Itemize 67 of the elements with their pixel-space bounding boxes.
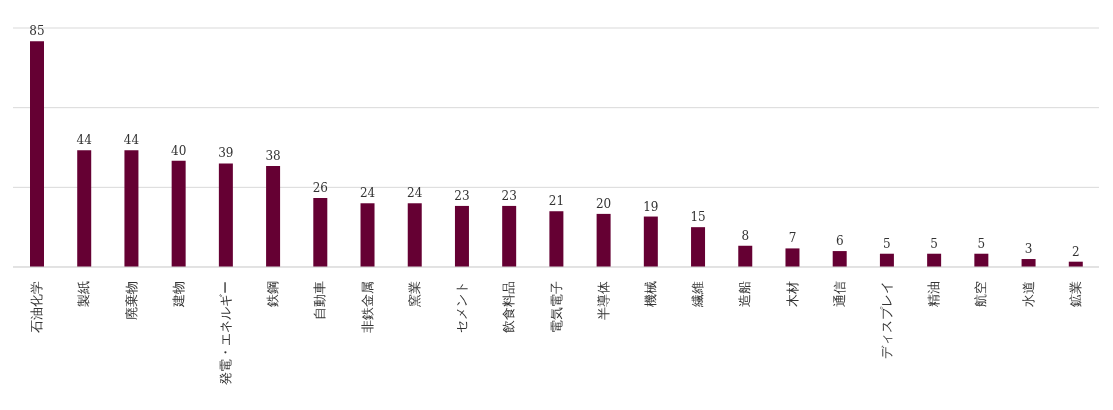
x-tick-label: 造船 bbox=[737, 281, 753, 307]
bar bbox=[124, 150, 139, 267]
x-tick-label: 電気電子 bbox=[548, 281, 564, 333]
x-tick-label: 航空 bbox=[973, 281, 989, 307]
bar bbox=[927, 253, 942, 267]
data-label: 8 bbox=[741, 228, 750, 243]
x-tick-label: 機械 bbox=[642, 281, 658, 307]
bar bbox=[738, 245, 753, 267]
data-label: 44 bbox=[123, 133, 140, 148]
x-tick-label: 建物 bbox=[170, 281, 186, 308]
bar bbox=[30, 41, 44, 267]
bar bbox=[785, 248, 800, 267]
data-label: 2 bbox=[1071, 244, 1080, 259]
data-label: 24 bbox=[407, 186, 423, 201]
bar bbox=[974, 253, 989, 267]
data-label: 3 bbox=[1024, 242, 1033, 257]
x-tick-label: 精油 bbox=[926, 281, 942, 307]
x-tick-label: 非鉄金属 bbox=[359, 281, 375, 333]
data-label: 6 bbox=[835, 234, 844, 249]
bar bbox=[266, 166, 281, 267]
x-tick-label: 通信 bbox=[831, 281, 847, 307]
bar bbox=[171, 160, 186, 267]
data-label: 15 bbox=[690, 210, 706, 225]
data-label: 85 bbox=[29, 24, 45, 39]
x-tick-label: ディスプレイ bbox=[879, 281, 895, 359]
x-tick-label: 石油化学 bbox=[29, 281, 45, 333]
data-label: 44 bbox=[76, 133, 93, 148]
bar bbox=[879, 253, 894, 267]
x-tick-label: 自動車 bbox=[312, 281, 328, 320]
bar bbox=[832, 251, 847, 267]
x-tick-label: 製紙 bbox=[76, 281, 92, 307]
bar bbox=[549, 211, 564, 267]
x-tick-label: 水道 bbox=[1020, 281, 1036, 307]
x-tick-label: 半導体 bbox=[595, 281, 611, 320]
data-label: 40 bbox=[171, 143, 187, 158]
x-tick-label: セメント bbox=[454, 281, 470, 333]
x-tick-label: 鉱業 bbox=[1067, 281, 1083, 307]
bar bbox=[313, 197, 328, 267]
bar bbox=[643, 216, 658, 267]
x-tick-label: 繊維 bbox=[690, 281, 706, 308]
data-label: 5 bbox=[977, 236, 986, 251]
bar bbox=[407, 203, 422, 267]
x-tick-label: 飲食料品 bbox=[501, 281, 517, 333]
data-label: 5 bbox=[883, 236, 891, 251]
data-label: 26 bbox=[312, 180, 328, 195]
data-label: 23 bbox=[501, 188, 517, 203]
x-tick-label: 鉄鋼 bbox=[265, 281, 281, 307]
data-label: 21 bbox=[548, 194, 565, 209]
data-label: 24 bbox=[359, 186, 376, 201]
bar bbox=[454, 205, 469, 267]
data-label: 39 bbox=[218, 146, 234, 161]
bar bbox=[691, 227, 706, 267]
bar bbox=[502, 205, 517, 267]
data-label: 38 bbox=[265, 149, 281, 164]
data-label: 7 bbox=[788, 231, 797, 246]
x-tick-label: 廃棄物 bbox=[123, 281, 139, 320]
data-label: 20 bbox=[595, 196, 612, 211]
data-label: 19 bbox=[643, 199, 659, 214]
bar bbox=[77, 150, 92, 267]
data-label: 5 bbox=[930, 236, 938, 251]
bar bbox=[596, 213, 611, 267]
bar bbox=[218, 163, 233, 267]
x-tick-label: 窯業 bbox=[406, 281, 422, 307]
x-tick-label: 木材 bbox=[784, 281, 800, 307]
bar bbox=[360, 203, 375, 267]
x-tick-label: 発電・エネルギー bbox=[217, 281, 233, 385]
data-label: 23 bbox=[454, 188, 470, 203]
